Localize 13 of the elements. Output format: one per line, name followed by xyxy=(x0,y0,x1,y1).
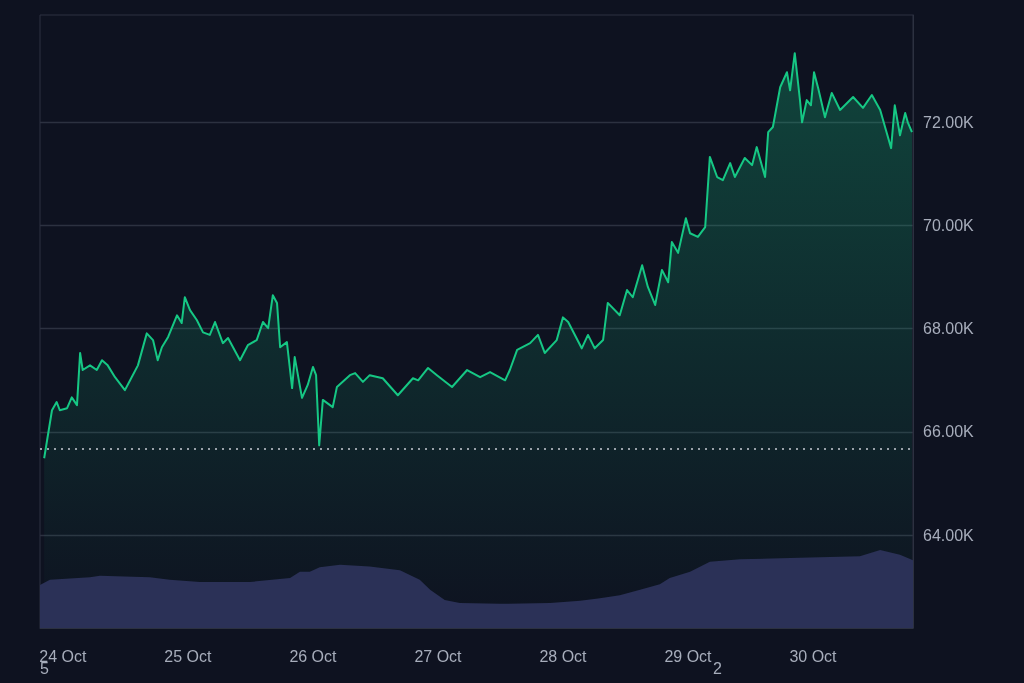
y-tick-label: 66.00K xyxy=(923,423,975,441)
y-tick-label: 64.00K xyxy=(923,526,975,544)
y-tick-label: 70.00K xyxy=(923,217,975,235)
x-tick-label: 26 Oct xyxy=(289,647,338,665)
x-tick-label: 30 Oct xyxy=(789,647,838,665)
y-tick-label: 68.00K xyxy=(923,320,975,338)
text: 5 xyxy=(40,660,49,678)
x-tick-label: 27 Oct xyxy=(414,647,463,665)
y-tick-label: 72.00K xyxy=(923,113,975,131)
x-tick-label: 28 Oct xyxy=(539,647,588,665)
x-tick-label: 29 Oct xyxy=(664,647,713,665)
text: 2 xyxy=(713,660,722,678)
x-tick-label: 25 Oct xyxy=(164,647,213,665)
